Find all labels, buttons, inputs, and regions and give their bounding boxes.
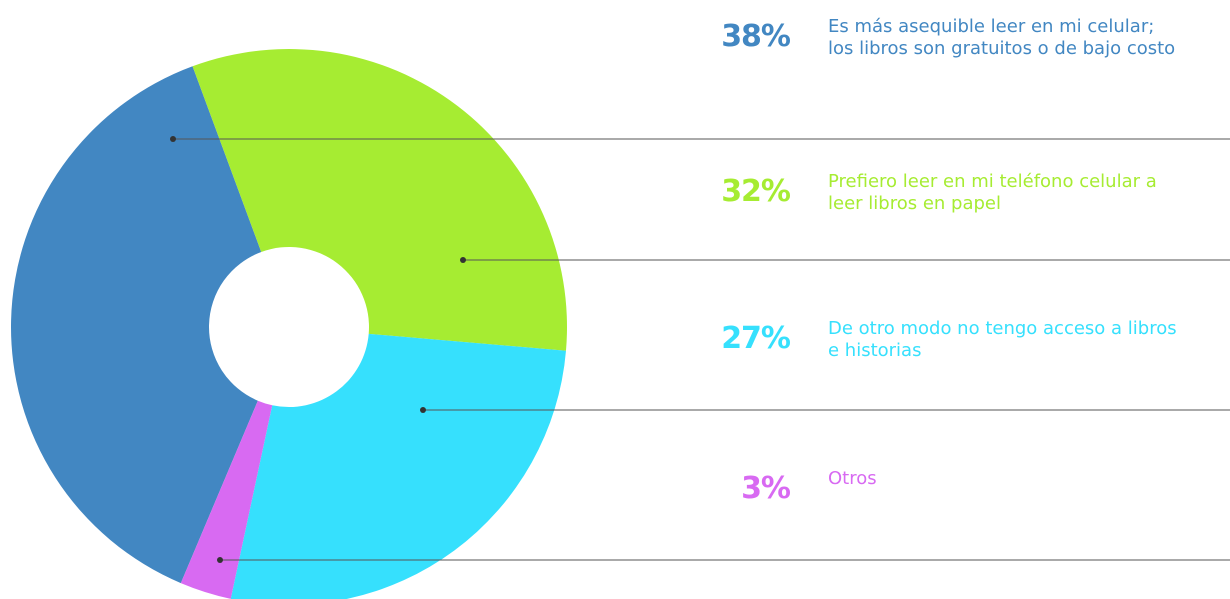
donut-slice (230, 333, 566, 599)
legend-label: Es más asequible leer en mi celular; los… (828, 16, 1176, 59)
leader-dot (217, 557, 223, 563)
percent-label: 3% (741, 471, 791, 506)
percent-label: 38% (721, 19, 791, 54)
legend-label: De otro modo no tengo acceso a libros e … (828, 318, 1177, 361)
leader-dot (170, 136, 176, 142)
donut-slice (180, 400, 273, 599)
legend-label: Otros (828, 468, 877, 489)
leader-dot (420, 407, 426, 413)
legend-label: Prefiero leer en mi teléfono celular a l… (828, 171, 1157, 214)
leader-dot (460, 257, 466, 263)
percent-label: 32% (721, 174, 791, 209)
donut-slice (192, 48, 568, 351)
percent-label: 27% (721, 321, 791, 356)
donut-slice (10, 66, 262, 584)
